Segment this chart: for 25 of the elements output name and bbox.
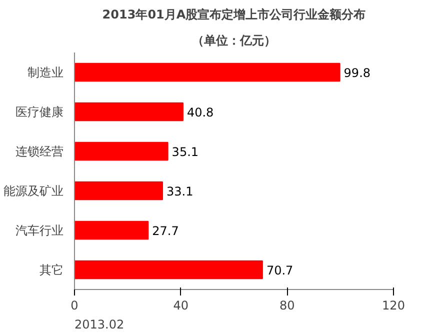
chart-subtitle: （单位：亿元） xyxy=(192,34,276,48)
y-tick-label: 医疗健康 xyxy=(16,104,64,119)
chart-title: 2013年01月A股宣布定增上市公司行业金额分布 xyxy=(102,8,366,22)
bar xyxy=(74,220,149,240)
bar xyxy=(74,260,263,280)
y-tick-label: 汽车行业 xyxy=(16,223,64,238)
y-tick-label: 制造业 xyxy=(28,65,64,80)
data-label: 40.8 xyxy=(186,105,214,120)
text: 2013.02 xyxy=(74,318,124,332)
data-label: 35.1 xyxy=(172,144,199,159)
y-tick-label: 其它 xyxy=(40,262,64,277)
data-label: 27.7 xyxy=(152,224,179,238)
bar xyxy=(74,62,340,82)
data-label: 99.8 xyxy=(344,66,371,80)
y-tick-label: 连锁经营 xyxy=(16,144,64,158)
bar xyxy=(74,181,163,200)
x-tick-label: 0 xyxy=(70,298,78,312)
bar xyxy=(74,102,184,122)
y-tick-label: 能源及矿业 xyxy=(4,184,64,198)
data-label: 70.7 xyxy=(266,263,294,278)
x-tick-label: 40 xyxy=(173,298,188,312)
x-tick-label: 80 xyxy=(280,298,295,312)
bar xyxy=(74,142,168,161)
data-label: 33.1 xyxy=(166,184,194,198)
x-tick-label: 120 xyxy=(382,298,405,312)
